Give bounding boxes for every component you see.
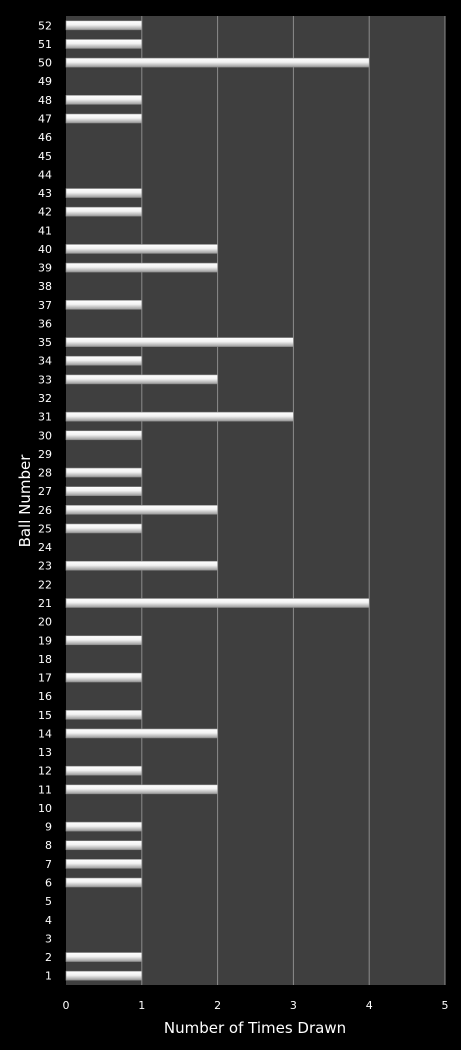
bar [65,486,143,496]
bar [65,523,143,534]
bar [65,355,143,366]
y-tick-label: 34 [38,355,52,368]
y-tick-label: 42 [38,206,52,219]
y-tick-label: 6 [45,877,52,890]
bar [65,840,143,851]
y-tick-label: 47 [38,112,52,125]
bar [65,952,143,962]
bars [65,20,370,981]
y-tick-label: 9 [45,821,52,834]
y-tick-label: 43 [38,187,52,200]
y-tick-label: 16 [38,690,52,703]
bar [65,95,143,105]
bar [65,300,143,310]
bar [65,188,143,198]
y-tick-label: 23 [38,560,52,573]
bar [65,560,218,571]
y-tick-label: 18 [38,653,52,666]
bar [65,821,143,832]
y-tick-label: 31 [38,411,52,424]
y-tick-label: 26 [38,504,52,517]
bar [65,505,218,515]
y-tick-label: 40 [38,243,52,256]
bar [65,467,143,478]
y-tick-labels: 1234567891011121314151617181920212223242… [38,19,52,982]
bar [65,598,370,608]
bar [65,39,143,49]
bar [65,244,218,254]
y-tick-label: 3 [45,932,52,945]
bar [65,765,143,776]
bar [65,374,218,385]
x-axis-title: Number of Times Drawn [164,1019,346,1037]
y-tick-label: 27 [38,485,52,498]
y-tick-label: 33 [38,373,52,386]
y-tick-label: 20 [38,616,52,629]
bar [65,113,143,124]
bar [65,859,143,869]
bar [65,728,218,739]
y-tick-label: 28 [38,467,52,480]
y-tick-label: 4 [45,914,52,927]
y-tick-label: 50 [38,57,52,70]
y-tick-label: 35 [38,336,52,349]
y-tick-label: 45 [38,150,52,163]
bar [65,970,143,981]
bar [65,784,218,795]
y-tick-label: 19 [38,634,52,647]
y-tick-label: 7 [45,858,52,871]
y-tick-label: 21 [38,597,52,610]
y-tick-label: 41 [38,224,52,237]
x-tick-labels: 0 1 2 3 4 5 [63,999,449,1012]
x-tick-label: 3 [290,999,297,1012]
y-tick-label: 48 [38,94,52,107]
y-tick-label: 32 [38,392,52,405]
y-axis-title: Ball Number [16,454,34,548]
y-tick-label: 51 [38,38,52,51]
y-tick-label: 25 [38,522,52,535]
y-tick-label: 2 [45,951,52,964]
y-tick-label: 38 [38,280,52,293]
bar [65,262,218,273]
y-tick-label: 46 [38,131,52,144]
y-tick-label: 24 [38,541,52,554]
y-tick-label: 8 [45,839,52,852]
bar [65,337,294,347]
y-tick-label: 11 [38,783,52,796]
y-tick-label: 5 [45,895,52,908]
y-tick-label: 39 [38,262,52,275]
bar [65,206,143,217]
bar [65,430,143,441]
x-tick-label: 1 [138,999,145,1012]
y-tick-label: 30 [38,429,52,442]
y-tick-label: 17 [38,672,52,685]
y-tick-label: 15 [38,709,52,722]
bar [65,672,143,683]
x-tick-label: 2 [214,999,221,1012]
bar [65,57,370,68]
bar [65,411,294,422]
x-tick-label: 0 [63,999,70,1012]
y-tick-label: 1 [45,970,52,983]
bar [65,635,143,646]
bar [65,877,143,888]
x-tick-label: 4 [366,999,373,1012]
y-tick-label: 44 [38,168,52,181]
y-tick-label: 36 [38,317,52,330]
y-tick-label: 22 [38,578,52,591]
y-tick-label: 10 [38,802,52,815]
y-tick-label: 14 [38,727,52,740]
y-tick-label: 37 [38,299,52,312]
y-tick-label: 49 [38,75,52,88]
y-tick-label: 13 [38,746,52,759]
y-tick-label: 12 [38,765,52,778]
bar [65,709,143,720]
plot-area [66,16,445,985]
y-tick-label: 52 [38,19,52,32]
bar [65,20,143,31]
x-tick-label: 5 [442,999,449,1012]
y-tick-label: 29 [38,448,52,461]
